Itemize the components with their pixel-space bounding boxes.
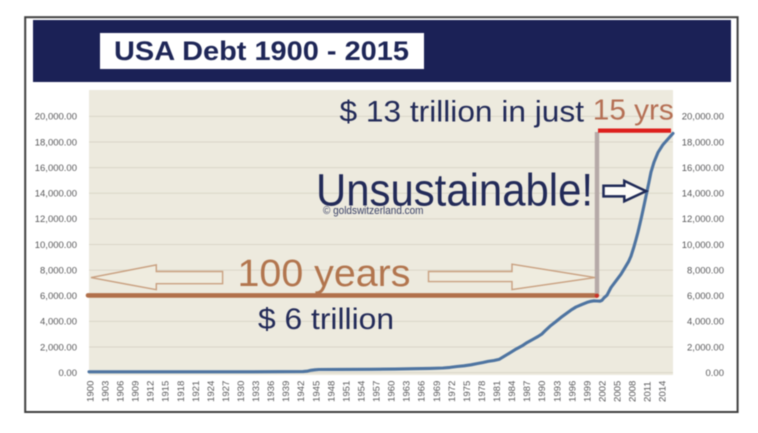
svg-text:18,000.00: 18,000.00 (35, 137, 77, 148)
svg-text:1993: 1993 (552, 381, 563, 402)
svg-text:6,000.00: 6,000.00 (40, 291, 77, 302)
svg-text:1990: 1990 (537, 381, 548, 402)
svg-text:16,000.00: 16,000.00 (682, 163, 724, 174)
svg-text:1921: 1921 (191, 381, 202, 402)
svg-text:20,000.00: 20,000.00 (35, 112, 77, 123)
svg-text:1942: 1942 (296, 381, 307, 402)
svg-text:8,000.00: 8,000.00 (40, 265, 77, 276)
svg-text:1966: 1966 (417, 381, 428, 402)
svg-text:18,000.00: 18,000.00 (682, 137, 724, 148)
svg-text:10,000.00: 10,000.00 (682, 240, 724, 251)
svg-text:2,000.00: 2,000.00 (40, 342, 77, 353)
svg-text:1981: 1981 (492, 381, 503, 402)
svg-text:1996: 1996 (567, 381, 578, 402)
svg-text:4,000.00: 4,000.00 (687, 317, 724, 328)
svg-text:1933: 1933 (251, 381, 262, 402)
svg-text:1939: 1939 (281, 381, 292, 402)
svg-text:2002: 2002 (597, 381, 608, 402)
svg-text:4,000.00: 4,000.00 (40, 317, 77, 328)
svg-text:2,000.00: 2,000.00 (687, 342, 724, 353)
svg-text:2011: 2011 (643, 381, 654, 402)
svg-text:14,000.00: 14,000.00 (35, 189, 77, 200)
svg-text:15 yrs: 15 yrs (593, 95, 674, 127)
svg-text:1918: 1918 (176, 381, 187, 402)
svg-text:12,000.00: 12,000.00 (35, 214, 77, 225)
svg-text:2005: 2005 (613, 381, 624, 402)
svg-text:1975: 1975 (462, 381, 473, 402)
svg-text:1948: 1948 (326, 381, 337, 402)
svg-text:20,000.00: 20,000.00 (682, 112, 724, 123)
svg-text:1924: 1924 (206, 380, 217, 402)
svg-text:1936: 1936 (266, 381, 277, 402)
svg-text:14,000.00: 14,000.00 (682, 189, 724, 200)
svg-text:$ 6 trillion: $ 6 trillion (258, 303, 394, 336)
svg-text:1906: 1906 (116, 381, 127, 402)
svg-text:6,000.00: 6,000.00 (687, 291, 724, 302)
svg-text:1912: 1912 (146, 381, 157, 402)
svg-text:1978: 1978 (477, 381, 488, 402)
svg-text:0.00: 0.00 (706, 368, 725, 379)
svg-text:1951: 1951 (341, 381, 352, 402)
svg-text:USA Debt 1900 - 2015: USA Debt 1900 - 2015 (114, 36, 409, 66)
svg-text:$ 13 trillion in just: $ 13 trillion in just (340, 96, 585, 129)
svg-text:1987: 1987 (522, 381, 533, 402)
svg-text:8,000.00: 8,000.00 (687, 265, 724, 276)
svg-text:1930: 1930 (236, 381, 247, 402)
svg-text:1945: 1945 (311, 381, 322, 402)
svg-text:1969: 1969 (432, 381, 443, 402)
svg-text:10,000.00: 10,000.00 (35, 240, 77, 251)
svg-text:1903: 1903 (100, 381, 111, 402)
svg-text:16,000.00: 16,000.00 (35, 163, 77, 174)
svg-text:1915: 1915 (161, 381, 172, 402)
svg-text:0.00: 0.00 (59, 368, 78, 379)
svg-text:1984: 1984 (507, 380, 518, 402)
svg-text:1909: 1909 (131, 381, 142, 402)
svg-text:1963: 1963 (402, 381, 413, 402)
svg-text:1927: 1927 (221, 381, 232, 402)
svg-text:1957: 1957 (372, 381, 383, 402)
svg-text:1972: 1972 (447, 381, 458, 402)
svg-text:1960: 1960 (387, 381, 398, 402)
svg-text:1999: 1999 (582, 381, 593, 402)
svg-text:100 years: 100 years (238, 253, 411, 295)
svg-text:1954: 1954 (356, 380, 367, 402)
svg-text:© goldswitzerland.com: © goldswitzerland.com (323, 205, 424, 217)
svg-text:1900: 1900 (85, 381, 96, 402)
svg-text:Unsustainable!: Unsustainable! (316, 165, 593, 216)
svg-text:2008: 2008 (628, 381, 639, 402)
svg-text:2014: 2014 (658, 380, 669, 402)
svg-text:12,000.00: 12,000.00 (682, 214, 724, 225)
